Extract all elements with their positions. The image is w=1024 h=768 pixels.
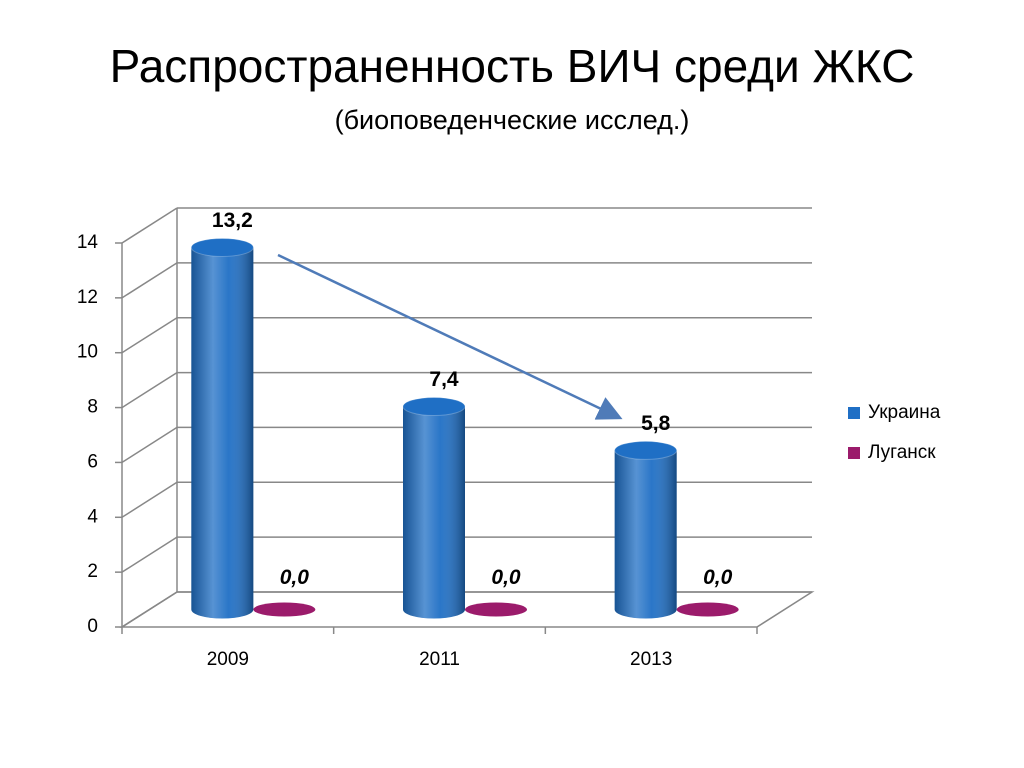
x-tick-label: 2009 xyxy=(207,649,249,670)
y-tick-label: 12 xyxy=(77,287,98,308)
y-tick-label: 6 xyxy=(87,451,98,472)
value-label: 0,0 xyxy=(280,566,310,589)
y-tick-label: 8 xyxy=(87,397,98,418)
trend-arrow xyxy=(277,253,623,420)
bar-top xyxy=(614,440,678,460)
bar-shade xyxy=(614,450,677,619)
grid-line-side xyxy=(121,536,178,573)
x-tick-label: 2011 xyxy=(419,649,460,670)
cylinder: 0,0 xyxy=(676,566,739,617)
y-tick-label: 2 xyxy=(87,561,98,582)
y-tick-label: 4 xyxy=(87,506,98,527)
y-tick-label: 0 xyxy=(87,616,98,637)
grid-line-side xyxy=(121,481,178,518)
x-tick-label: 2013 xyxy=(630,649,672,670)
y-tick-label: 10 xyxy=(77,342,98,363)
value-label: 5,8 xyxy=(641,412,671,435)
legend-swatch xyxy=(848,407,860,419)
value-label: 7,4 xyxy=(429,368,459,391)
grid-line-side xyxy=(121,207,178,244)
chart-subtitle: (биоповеденческие исслед.) xyxy=(335,105,690,135)
legend-label: Луганск xyxy=(868,442,936,463)
bar xyxy=(676,602,739,617)
chart-title: Распространенность ВИЧ среди ЖКС xyxy=(110,40,915,92)
legend-label: Украина xyxy=(868,402,941,423)
grid-line-side xyxy=(121,371,178,409)
grid-line-side xyxy=(121,426,178,464)
bar-shade xyxy=(191,247,254,619)
plot-marks: 13,2 0,0 7,4 0,0 5,8 0,0 xyxy=(190,209,739,619)
cylinder: 0,0 xyxy=(253,566,316,617)
value-label: 13,2 xyxy=(212,209,253,232)
value-label: 0,0 xyxy=(703,566,733,589)
bar-shade xyxy=(403,406,465,619)
grid-line-side xyxy=(121,262,178,299)
cylinder: 0,0 xyxy=(465,566,527,617)
value-label: 0,0 xyxy=(491,566,521,589)
bar xyxy=(253,602,316,617)
y-tick-label: 14 xyxy=(77,232,99,253)
bar-top xyxy=(402,397,466,417)
bar-top xyxy=(190,237,254,257)
cylinder: 5,8 xyxy=(614,412,678,619)
grid-line-side xyxy=(121,591,178,628)
cylinder: 13,2 xyxy=(190,209,254,619)
grid-line-side xyxy=(121,317,178,354)
bar xyxy=(465,602,527,617)
cylinder: 7,4 xyxy=(402,368,466,619)
legend-swatch xyxy=(848,447,860,459)
plot-walls: 0 2 4 6 8 10 12 14 2009 2011 2013 xyxy=(77,207,815,670)
